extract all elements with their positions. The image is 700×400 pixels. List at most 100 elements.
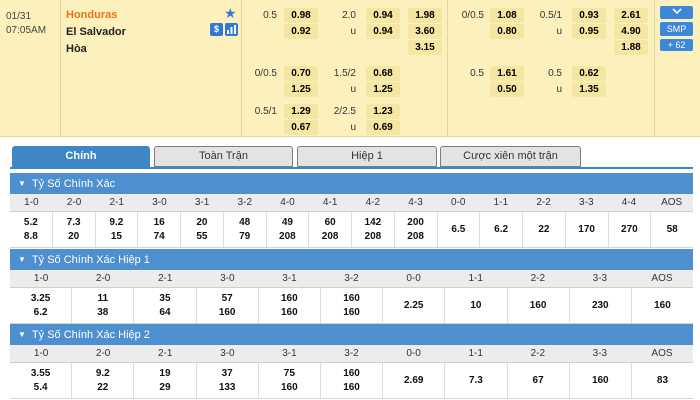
away-team[interactable]: El Salvador (66, 26, 126, 38)
odds-value[interactable]: 160 (281, 381, 298, 393)
odds-value[interactable]: 57 (221, 292, 233, 304)
odds-cell[interactable]: 3.15 (408, 40, 442, 55)
favorite-star-icon[interactable]: ★ (224, 5, 237, 21)
odds-value[interactable]: 74 (153, 230, 165, 242)
odds-value[interactable]: 200 (407, 216, 424, 228)
section-header[interactable]: ▼ Tỷ Số Chính Xác Hiệp 2 (10, 324, 693, 345)
odds-value[interactable]: 19 (159, 367, 171, 379)
odds-value[interactable]: 208 (321, 230, 339, 242)
tab-same-game-parlay[interactable]: Cược xiên một trận (440, 146, 581, 167)
odds-cell[interactable]: 0.70 (284, 66, 318, 81)
odds-value[interactable]: 22 (538, 223, 550, 235)
odds-value[interactable]: 160 (218, 306, 236, 318)
odds-value[interactable]: 16 (153, 216, 165, 228)
odds-value[interactable]: 22 (97, 381, 109, 393)
stats-chart-icon[interactable] (225, 23, 238, 36)
odds-cell[interactable]: 1.35 (572, 82, 606, 97)
collapse-caret-icon[interactable]: ▼ (18, 179, 26, 188)
tab-full-match[interactable]: Toàn Trận (154, 146, 293, 167)
odds-value[interactable]: 160 (343, 381, 360, 393)
more-markets-button[interactable]: + 62 (660, 39, 693, 51)
odds-cell[interactable]: 1.25 (284, 82, 318, 97)
odds-cell[interactable]: 0.62 (572, 66, 606, 81)
collapse-caret-icon[interactable]: ▼ (18, 255, 26, 264)
odds-value[interactable]: 142 (364, 216, 382, 228)
odds-value[interactable]: 170 (578, 223, 595, 235)
odds-value[interactable]: 8.8 (23, 230, 38, 242)
odds-value[interactable]: 208 (279, 230, 296, 242)
odds-cell[interactable]: 2.61 (614, 8, 648, 23)
odds-value[interactable]: 49 (281, 216, 293, 228)
odds-cell[interactable]: 0.94 (366, 24, 400, 39)
odds-value[interactable]: 160 (281, 306, 298, 318)
section-header[interactable]: ▼ Tỷ Số Chính Xác (10, 173, 693, 194)
odds-value[interactable]: 15 (110, 230, 122, 242)
odds-value[interactable]: 7.3 (468, 374, 483, 386)
odds-value[interactable]: 160 (654, 299, 671, 311)
odds-cell[interactable]: 3.60 (408, 24, 442, 39)
odds-value[interactable]: 133 (218, 381, 236, 393)
odds-value[interactable]: 79 (239, 230, 251, 242)
odds-value[interactable]: 38 (97, 306, 109, 318)
odds-value[interactable]: 55 (196, 230, 208, 242)
odds-cell[interactable]: 0.68 (366, 66, 400, 81)
odds-value[interactable]: 3.55 (30, 367, 51, 379)
odds-cell[interactable]: 0.95 (572, 24, 606, 39)
odds-value[interactable]: 5.4 (33, 381, 48, 393)
odds-value[interactable]: 5.2 (23, 216, 38, 228)
odds-value[interactable]: 83 (656, 374, 669, 386)
odds-value[interactable]: 160 (343, 306, 360, 318)
odds-cell[interactable]: 0.94 (366, 8, 400, 23)
odds-value[interactable]: 3.25 (30, 292, 51, 304)
odds-value[interactable]: 6.2 (33, 306, 48, 318)
odds-cell[interactable]: 0.69 (366, 120, 400, 135)
odds-value[interactable]: 160 (281, 292, 298, 304)
odds-cell[interactable]: 0.67 (284, 120, 318, 135)
tab-first-half[interactable]: Hiệp 1 (297, 146, 437, 167)
expand-chevron-icon[interactable] (660, 6, 693, 19)
home-team[interactable]: Honduras (66, 9, 118, 21)
odds-value[interactable]: 208 (407, 230, 424, 242)
odds-value[interactable]: 9.2 (109, 216, 124, 228)
odds-cell[interactable]: 0.92 (284, 24, 318, 39)
odds-cell[interactable]: 1.88 (614, 40, 648, 55)
odds-cell[interactable]: 1.61 (490, 66, 524, 81)
odds-value[interactable]: 6.2 (494, 223, 509, 235)
odds-cell[interactable]: 1.23 (366, 104, 400, 119)
odds-cell[interactable]: 0.98 (284, 8, 318, 23)
odds-value[interactable]: 60 (324, 216, 336, 228)
odds-value[interactable]: 11 (97, 292, 109, 304)
odds-value[interactable]: 58 (666, 223, 678, 235)
odds-cell[interactable]: 1.29 (284, 104, 318, 119)
odds-value[interactable]: 35 (159, 292, 171, 304)
odds-value[interactable]: 48 (239, 216, 251, 228)
odds-cell[interactable]: 0.93 (572, 8, 606, 23)
odds-cell[interactable]: 0.80 (490, 24, 524, 39)
odds-value[interactable]: 67 (532, 374, 544, 386)
section-header[interactable]: ▼ Tỷ Số Chính Xác Hiệp 1 (10, 249, 693, 270)
odds-value[interactable]: 64 (159, 306, 171, 318)
odds-value[interactable]: 20 (196, 216, 208, 228)
odds-value[interactable]: 160 (343, 292, 360, 304)
odds-value[interactable]: 6.5 (451, 223, 466, 235)
odds-value[interactable]: 2.25 (403, 299, 424, 311)
odds-value[interactable]: 29 (159, 381, 171, 393)
odds-cell[interactable]: 4.90 (614, 24, 648, 39)
odds-value[interactable]: 160 (591, 374, 609, 386)
odds-cell[interactable]: 1.98 (408, 8, 442, 23)
odds-value[interactable]: 160 (343, 367, 360, 379)
smp-button[interactable]: SMP (660, 22, 693, 36)
odds-cell[interactable]: 1.08 (490, 8, 524, 23)
odds-value[interactable]: 7.3 (66, 216, 81, 228)
odds-value[interactable]: 37 (221, 367, 233, 379)
odds-value[interactable]: 2.69 (403, 374, 424, 386)
odds-value[interactable]: 270 (621, 223, 638, 235)
tab-main[interactable]: Chính (12, 146, 150, 167)
odds-cell[interactable]: 0.50 (490, 82, 524, 97)
odds-value[interactable]: 10 (470, 299, 482, 311)
odds-value[interactable]: 75 (283, 367, 295, 379)
odds-value[interactable]: 208 (364, 230, 382, 242)
collapse-caret-icon[interactable]: ▼ (18, 330, 26, 339)
money-icon[interactable]: $ (210, 23, 223, 36)
odds-value[interactable]: 9.2 (95, 367, 110, 379)
